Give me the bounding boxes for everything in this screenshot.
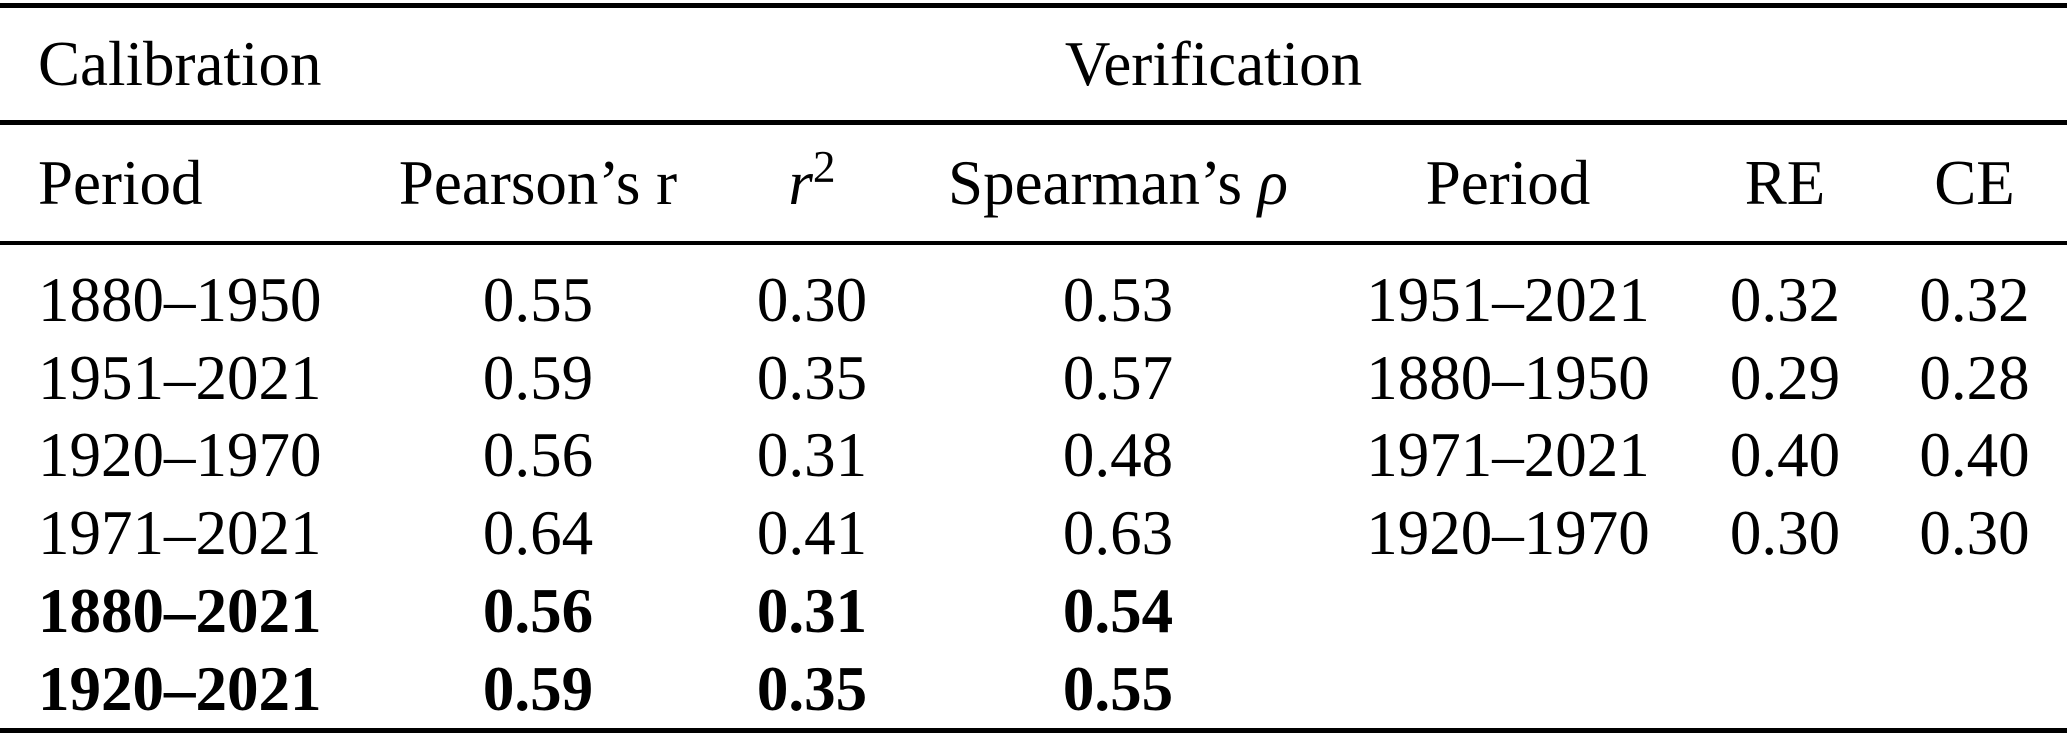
cell-ver-period: 1880–1950: [1366, 342, 1650, 413]
cell-re: 0.29: [1729, 342, 1841, 413]
column-header-re: RE: [1688, 122, 1882, 245]
column-header-row: Period Pearson’s r r2 Spearman’s ρ Perio…: [0, 122, 2067, 245]
cell-re: [1688, 572, 1882, 650]
cell-ce: 0.30: [1919, 498, 2030, 569]
cell-cal-period: 1880–2021: [38, 575, 322, 646]
cell-ce: 0.28: [1919, 342, 2030, 413]
cell-pearsons-r: 0.59: [482, 342, 594, 413]
cell-spearmans-rho: 0.57: [1062, 342, 1174, 413]
cell-ce: 0.32: [1919, 264, 2030, 335]
cell-ver-period: [1328, 650, 1688, 730]
group-header-row: Calibration Verification: [0, 5, 2067, 125]
cell-pearsons-r: 0.56: [482, 420, 594, 491]
cell-r-squared: 0.31: [756, 575, 868, 646]
cell-re: 0.30: [1729, 498, 1841, 569]
column-header-ce: CE: [1882, 122, 2067, 245]
r-squared-base: r: [788, 147, 813, 218]
cell-cal-period: 1971–2021: [38, 498, 322, 569]
column-header-cal-period: Period: [0, 122, 360, 245]
cell-spearmans-rho: 0.54: [1062, 575, 1174, 646]
cell-ver-period: 1951–2021: [1366, 264, 1650, 335]
group-header-calibration: Calibration: [0, 5, 360, 125]
table-row: 1880–1950 0.55 0.30 0.53 1951–2021 0.32 …: [0, 243, 2067, 339]
table-row: 1880–2021 0.56 0.31 0.54: [0, 572, 2067, 650]
cell-re: [1688, 650, 1882, 730]
cell-cal-period: 1920–1970: [38, 420, 322, 491]
table-row: 1920–2021 0.59 0.35 0.55: [0, 650, 2067, 730]
cell-spearmans-rho: 0.55: [1062, 653, 1174, 724]
spearmans-label: Spearman’s: [948, 147, 1242, 218]
cell-r-squared: 0.30: [756, 264, 868, 335]
cell-ce: [1882, 650, 2067, 730]
cell-re: 0.40: [1729, 420, 1841, 491]
column-header-ver-period: Period: [1328, 122, 1688, 245]
calibration-verification-table: Calibration Verification Period Pearson’…: [0, 3, 2067, 733]
cell-ce: 0.40: [1919, 420, 2030, 491]
cell-pearsons-r: 0.59: [482, 653, 594, 724]
cell-ver-period: [1328, 572, 1688, 650]
cell-pearsons-r: 0.56: [482, 575, 594, 646]
cell-spearmans-rho: 0.48: [1062, 420, 1174, 491]
table-row: 1951–2021 0.59 0.35 0.57 1880–1950 0.29 …: [0, 339, 2067, 417]
column-header-pearsons-r: Pearson’s r: [360, 122, 716, 245]
table-row: 1971–2021 0.64 0.41 0.63 1920–1970 0.30 …: [0, 495, 2067, 573]
r-squared-exponent: 2: [812, 141, 836, 192]
cell-r-squared: 0.41: [756, 498, 868, 569]
column-header-r-squared: r2: [716, 122, 908, 245]
cell-spearmans-rho: 0.63: [1062, 498, 1174, 569]
cell-spearmans-rho: 0.53: [1062, 264, 1174, 335]
group-header-verification: Verification: [360, 5, 2067, 125]
cell-ver-period: 1971–2021: [1366, 420, 1650, 491]
cell-r-squared: 0.35: [756, 342, 868, 413]
cell-ce: [1882, 572, 2067, 650]
cell-cal-period: 1920–2021: [38, 653, 322, 724]
cell-re: 0.32: [1729, 264, 1841, 335]
column-header-spearmans-rho: Spearman’s ρ: [908, 122, 1328, 245]
cell-cal-period: 1951–2021: [38, 342, 322, 413]
cell-pearsons-r: 0.64: [482, 498, 594, 569]
rho-symbol: ρ: [1257, 147, 1288, 218]
cell-r-squared: 0.31: [756, 420, 868, 491]
cell-ver-period: 1920–1970: [1366, 498, 1650, 569]
cell-r-squared: 0.35: [756, 653, 868, 724]
table-row: 1920–1970 0.56 0.31 0.48 1971–2021 0.40 …: [0, 417, 2067, 495]
cell-pearsons-r: 0.55: [482, 264, 594, 335]
cell-cal-period: 1880–1950: [38, 264, 322, 335]
